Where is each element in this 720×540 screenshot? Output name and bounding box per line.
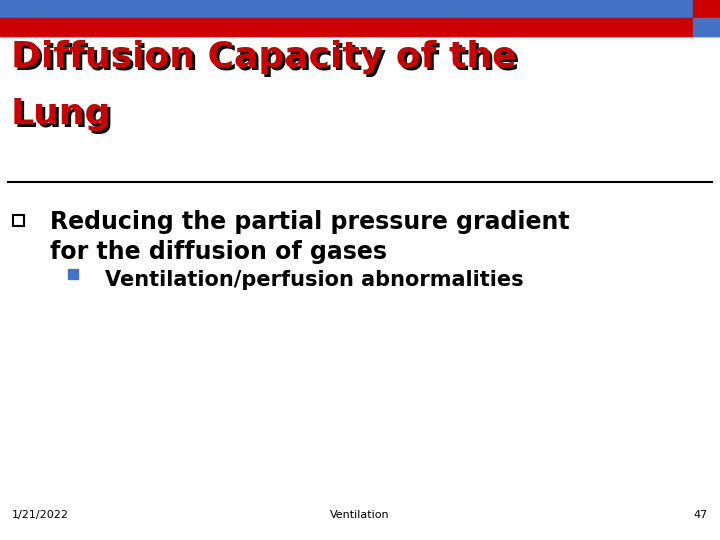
Text: Ventilation/perfusion abnormalities: Ventilation/perfusion abnormalities: [105, 270, 523, 290]
Bar: [0, 0, 720, 18]
Text: Lung: Lung: [11, 97, 112, 131]
Bar: [693, 0, 720, 18]
Text: Ventilation: Ventilation: [330, 510, 390, 520]
Text: Lung: Lung: [14, 100, 114, 134]
Bar: [12, 214, 24, 226]
Text: 1/21/2022: 1/21/2022: [12, 510, 69, 520]
Text: Diffusion Capacity of the: Diffusion Capacity of the: [14, 43, 520, 77]
Text: Reducing the partial pressure gradient: Reducing the partial pressure gradient: [50, 210, 570, 234]
Bar: [0, 18, 720, 36]
Bar: [68, 269, 78, 279]
Text: Diffusion Capacity of the: Diffusion Capacity of the: [11, 40, 517, 74]
Text: for the diffusion of gases: for the diffusion of gases: [50, 240, 387, 264]
Bar: [693, 18, 720, 36]
Text: 47: 47: [694, 510, 708, 520]
